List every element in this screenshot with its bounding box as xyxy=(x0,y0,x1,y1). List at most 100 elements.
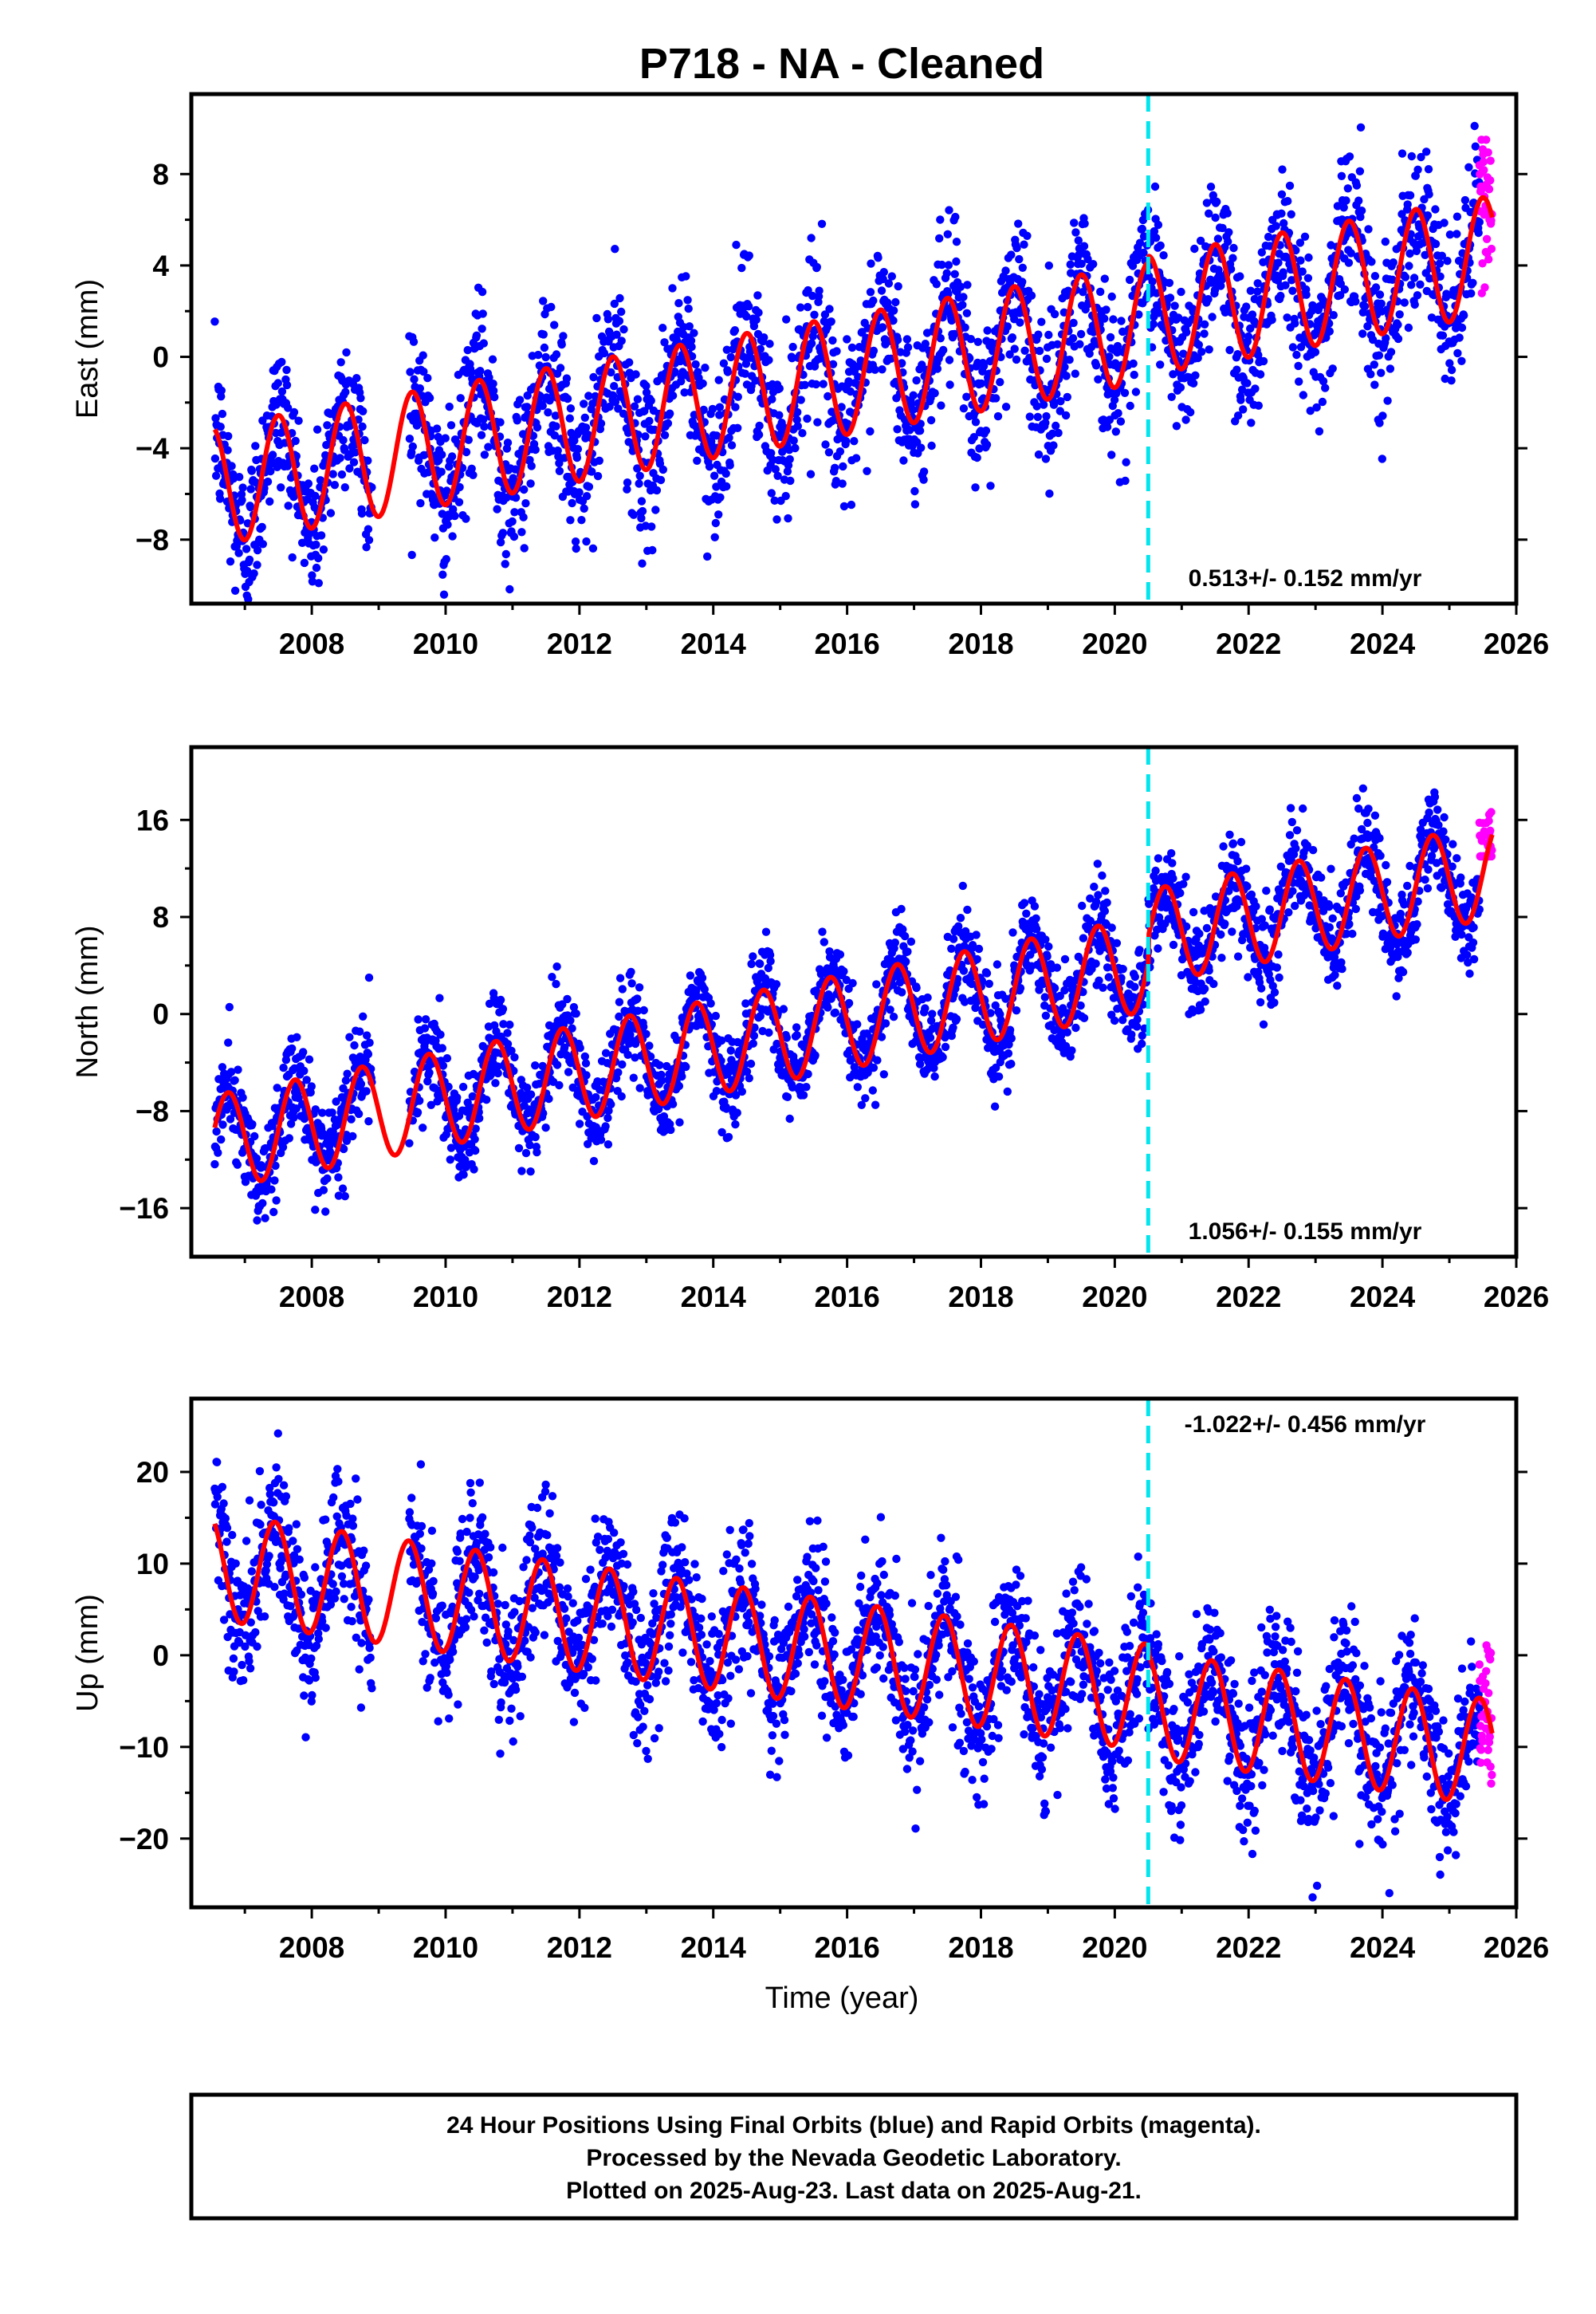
final-orbit-point xyxy=(607,1100,615,1109)
final-orbit-point xyxy=(1125,275,1134,285)
x-tick-label: 2026 xyxy=(1484,628,1549,660)
final-orbit-point xyxy=(633,395,643,403)
final-orbit-point xyxy=(1076,1001,1085,1010)
final-orbit-point xyxy=(749,1039,757,1048)
final-orbit-point xyxy=(899,456,908,465)
final-orbit-point xyxy=(270,1176,279,1185)
final-orbit-point xyxy=(889,306,898,315)
final-orbit-point xyxy=(1287,210,1295,218)
final-orbit-point xyxy=(1044,261,1054,270)
final-orbit-point xyxy=(485,373,493,382)
final-orbit-point xyxy=(248,1120,257,1129)
final-orbit-point xyxy=(342,1136,352,1146)
final-orbit-point xyxy=(1041,455,1051,463)
final-orbit-point xyxy=(772,1039,781,1049)
final-orbit-point xyxy=(1131,388,1141,396)
final-orbit-point xyxy=(547,302,556,312)
final-orbit-point xyxy=(674,299,683,308)
final-orbit-point xyxy=(1170,301,1179,310)
final-orbit-point xyxy=(685,322,694,331)
final-orbit-point xyxy=(520,485,529,494)
final-orbit-point xyxy=(923,993,932,1002)
final-orbit-point xyxy=(731,403,740,411)
final-orbit-point xyxy=(244,595,253,604)
final-orbit-point xyxy=(824,448,834,457)
final-orbit-point xyxy=(1312,403,1321,412)
final-orbit-point xyxy=(1012,355,1021,364)
final-orbit-point xyxy=(959,404,969,413)
final-orbit-point xyxy=(1447,365,1456,375)
final-orbit-point xyxy=(330,481,340,490)
final-orbit-point xyxy=(1413,165,1422,174)
final-orbit-point xyxy=(1197,348,1206,356)
final-orbit-point xyxy=(489,380,497,388)
final-orbit-point xyxy=(572,453,581,462)
final-orbit-point xyxy=(1259,356,1268,366)
final-orbit-point xyxy=(749,1031,759,1041)
final-orbit-point xyxy=(893,336,902,344)
final-orbit-point xyxy=(1034,450,1044,459)
final-orbit-point xyxy=(1397,149,1407,158)
final-orbit-point xyxy=(1132,1022,1142,1031)
plot-frame xyxy=(189,92,1519,606)
final-orbit-point xyxy=(708,404,717,414)
final-orbit-point xyxy=(541,1124,550,1132)
final-orbit-point xyxy=(839,502,849,511)
final-orbit-point xyxy=(1014,219,1023,228)
final-orbit-point xyxy=(410,375,419,384)
final-orbit-point xyxy=(938,1053,947,1062)
final-orbit-point xyxy=(218,1120,227,1129)
final-orbit-point xyxy=(1003,322,1012,331)
final-orbit-point xyxy=(490,392,499,402)
rapid-orbit-point xyxy=(1484,185,1494,194)
final-orbit-point xyxy=(986,1009,995,1017)
final-orbit-point xyxy=(227,462,236,470)
final-orbit-point xyxy=(1063,1028,1072,1037)
final-orbit-point xyxy=(1107,451,1116,459)
final-orbit-point xyxy=(1370,360,1379,369)
final-orbit-point xyxy=(633,1006,643,1015)
final-orbit-point xyxy=(226,557,235,566)
final-orbit-point xyxy=(706,999,715,1008)
final-orbit-point xyxy=(1440,218,1449,227)
final-orbit-point xyxy=(436,1030,445,1039)
final-orbit-point xyxy=(1407,152,1417,161)
final-orbit-point xyxy=(820,310,830,319)
final-orbit-point xyxy=(678,1072,686,1081)
final-orbit-point xyxy=(675,1118,684,1127)
final-orbit-point xyxy=(552,422,560,431)
final-orbit-point xyxy=(341,388,350,396)
final-orbit-point xyxy=(1288,286,1297,295)
final-orbit-point xyxy=(936,334,945,343)
final-orbit-point xyxy=(1012,1006,1021,1015)
final-orbit-point xyxy=(879,268,889,277)
final-orbit-point xyxy=(1050,984,1059,993)
final-orbit-point xyxy=(610,299,619,309)
final-orbit-point xyxy=(345,464,354,473)
final-orbit-point xyxy=(635,983,644,992)
final-orbit-point xyxy=(902,335,912,344)
final-orbit-point xyxy=(1407,281,1416,289)
final-orbit-point xyxy=(767,489,776,498)
final-orbit-point xyxy=(850,437,859,446)
final-orbit-point xyxy=(1098,871,1107,880)
final-orbit-point xyxy=(1075,250,1083,259)
final-orbit-point xyxy=(966,335,976,344)
final-orbit-point xyxy=(758,1026,767,1036)
final-orbit-point xyxy=(548,973,556,982)
final-orbit-point xyxy=(1117,317,1126,325)
final-orbit-point xyxy=(1052,421,1060,431)
final-orbit-point xyxy=(596,419,606,428)
final-orbit-point xyxy=(897,904,906,914)
rapid-orbit-point xyxy=(1484,255,1493,264)
final-orbit-point xyxy=(470,1135,479,1144)
final-orbit-point xyxy=(215,494,225,503)
final-orbit-point xyxy=(1196,1005,1205,1014)
final-orbit-point xyxy=(518,430,528,439)
final-orbit-point xyxy=(818,927,827,936)
final-orbit-point xyxy=(364,973,374,982)
final-orbit-point xyxy=(768,395,776,403)
final-orbit-point xyxy=(782,1033,791,1042)
final-orbit-point xyxy=(293,1033,301,1042)
